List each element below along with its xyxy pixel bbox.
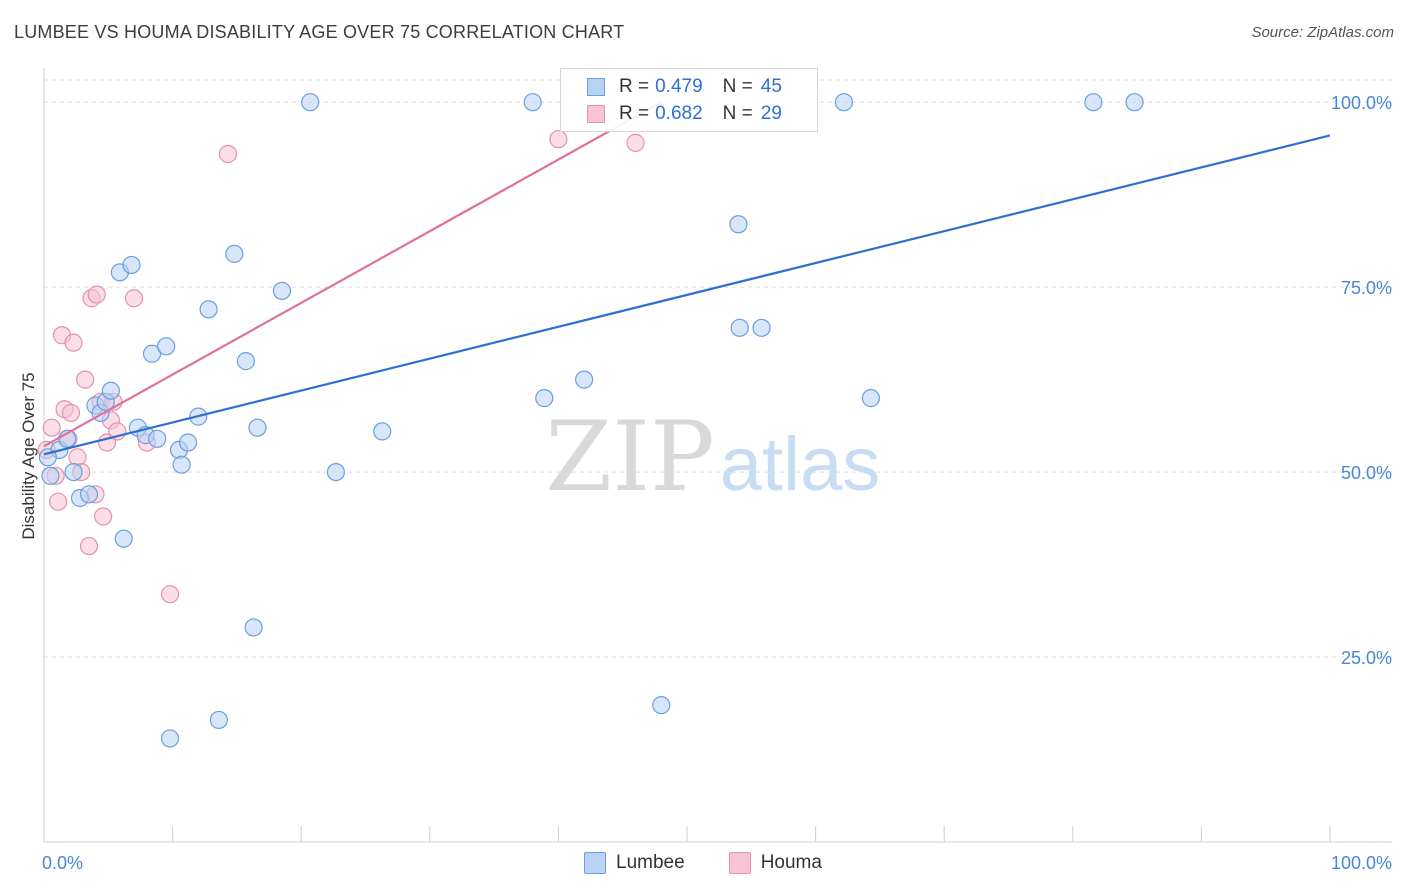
lumbee-trend-line	[43, 134, 1331, 456]
houma-trend-line	[43, 101, 662, 448]
houma-n-label: N =	[722, 103, 753, 124]
houma-r-value: 0.682	[655, 103, 703, 124]
houma-point	[124, 289, 144, 308]
houma-point	[76, 370, 95, 389]
lumbee-point	[142, 344, 162, 363]
houma-point	[42, 418, 61, 437]
lumbee-point	[535, 389, 554, 408]
houma-legend-swatch	[728, 852, 751, 874]
lumbee-point	[236, 352, 256, 371]
houma-point	[61, 403, 81, 423]
lumbee-swatch	[587, 78, 605, 96]
lumbee-point	[301, 93, 320, 112]
lumbee-point	[248, 418, 267, 437]
chart-title: LUMBEE VS HOUMA DISABILITY AGE OVER 75 C…	[14, 22, 625, 42]
houma-point	[218, 144, 237, 164]
legend-item-lumbee[interactable]: Lumbee	[584, 852, 685, 874]
legend-row-lumbee: R = 0.479 N = 45	[587, 75, 782, 99]
houma-point	[64, 333, 83, 352]
series-legend: Lumbee Houma	[0, 852, 1406, 874]
houma-n-value: 29	[760, 103, 782, 124]
lumbee-legend-label: Lumbee	[616, 852, 685, 873]
houma-point	[160, 585, 180, 604]
houma-r-label: R =	[619, 103, 650, 124]
lumbee-point	[729, 215, 748, 234]
y-tick-label: 75.0%	[1341, 278, 1392, 298]
legend-row-houma: R = 0.682 N = 29	[587, 102, 782, 126]
lumbee-point	[575, 370, 594, 389]
lumbee-point	[64, 462, 83, 482]
lumbee-point	[373, 422, 392, 441]
lumbee-point	[523, 93, 542, 112]
lumbee-n-label: N =	[722, 76, 753, 97]
x-tick-label: 0.0%	[42, 853, 83, 873]
stats-legend: R = 0.479 N = 45 R = 0.682 N = 29	[560, 68, 818, 132]
lumbee-point	[730, 318, 749, 337]
watermark-zip: ZIP	[545, 401, 714, 513]
lumbee-point	[101, 381, 120, 400]
x-tick-label: 100.0%	[1331, 853, 1392, 873]
lumbee-point	[79, 485, 99, 504]
lumbee-point	[861, 389, 880, 408]
lumbee-point	[178, 433, 198, 452]
lumbee-point	[752, 318, 771, 337]
houma-point	[549, 130, 568, 149]
lumbee-point	[225, 244, 244, 263]
lumbee-point	[326, 462, 346, 482]
lumbee-point	[1084, 93, 1103, 112]
lumbee-point	[652, 696, 671, 715]
lumbee-r-label: R =	[619, 76, 650, 97]
y-tick-label: 25.0%	[1341, 648, 1392, 668]
lumbee-point	[114, 529, 133, 548]
lumbee-point	[41, 466, 60, 485]
y-axis-label: Disability Age Over 75	[19, 372, 38, 539]
y-tick-label: 50.0%	[1341, 463, 1392, 483]
houma-point	[87, 285, 106, 304]
houma-point	[79, 536, 99, 556]
lumbee-point	[160, 729, 180, 748]
lumbee-point	[244, 618, 263, 637]
lumbee-point	[172, 455, 191, 474]
houma-point	[94, 507, 113, 526]
y-tick-label: 100.0%	[1331, 93, 1392, 113]
source-label: Source: ZipAtlas.com	[1251, 24, 1394, 41]
lumbee-point	[834, 93, 853, 112]
legend-item-houma[interactable]: Houma	[728, 852, 822, 874]
lumbee-point	[1125, 93, 1144, 112]
lumbee-legend-swatch	[584, 852, 607, 874]
houma-legend-label: Houma	[760, 852, 822, 873]
lumbee-point	[199, 300, 218, 319]
houma-swatch	[587, 105, 605, 123]
lumbee-point	[148, 429, 167, 448]
lumbee-point	[157, 337, 176, 356]
lumbee-point	[209, 710, 228, 730]
lumbee-point	[272, 281, 292, 300]
lumbee-point	[122, 255, 141, 275]
watermark-atlas: atlas	[720, 422, 881, 507]
houma-point	[49, 492, 68, 511]
lumbee-r-value: 0.479	[655, 76, 703, 97]
lumbee-n-value: 45	[760, 76, 782, 97]
houma-point	[626, 133, 645, 152]
